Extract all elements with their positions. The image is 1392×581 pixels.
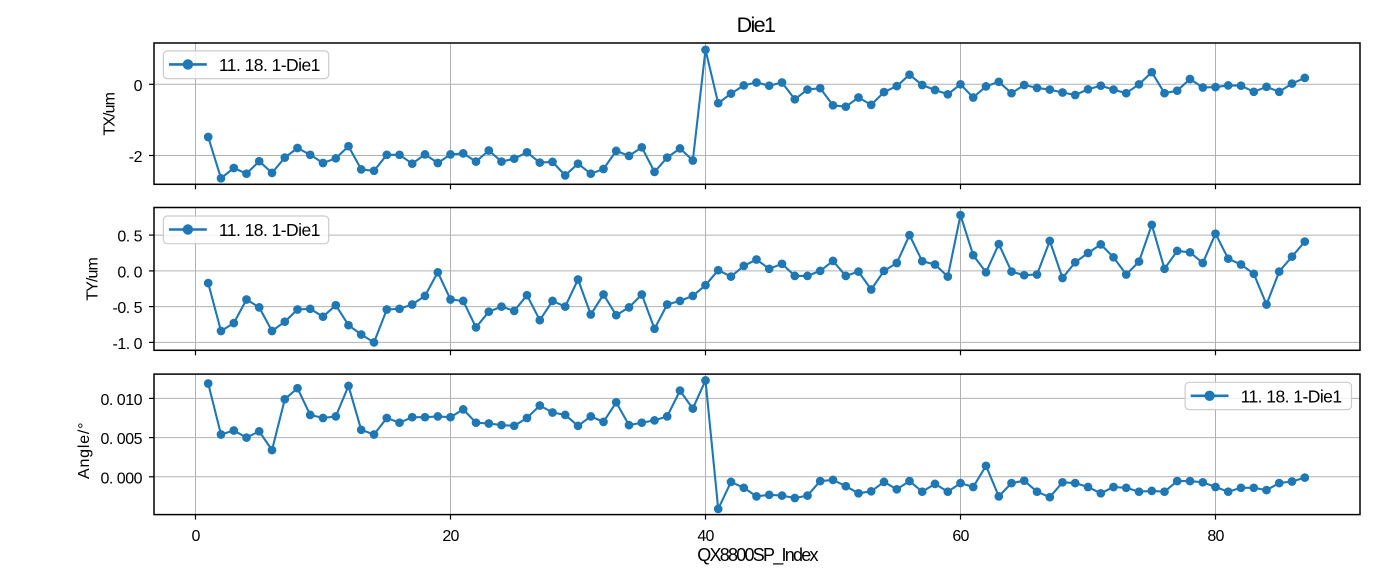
svg-text:0. 5: 0. 5: [117, 229, 142, 246]
svg-text:11. 18. 1-Die1: 11. 18. 1-Die1: [219, 220, 320, 240]
svg-text:0: 0: [191, 528, 200, 545]
svg-text:QX8800SP_Index: QX8800SP_Index: [697, 545, 818, 566]
svg-text:60: 60: [952, 528, 969, 545]
svg-text:TX/um: TX/um: [102, 92, 119, 135]
svg-text:20: 20: [442, 528, 459, 545]
svg-text:0. 000: 0. 000: [101, 470, 143, 487]
svg-text:80: 80: [1207, 528, 1224, 545]
svg-text:-2: -2: [129, 149, 143, 166]
svg-text:-1. 0: -1. 0: [112, 336, 142, 353]
svg-text:0. 005: 0. 005: [101, 431, 143, 448]
svg-text:Die1: Die1: [737, 13, 775, 37]
svg-text:TY/um: TY/um: [85, 258, 102, 301]
svg-text:-0. 5: -0. 5: [112, 300, 142, 317]
svg-text:0. 010: 0. 010: [101, 392, 143, 409]
svg-text:0. 0: 0. 0: [117, 264, 142, 281]
svg-text:40: 40: [697, 528, 714, 545]
svg-text:Angle/°: Angle/°: [76, 422, 93, 479]
svg-text:0: 0: [134, 78, 143, 95]
svg-text:11. 18. 1-Die1: 11. 18. 1-Die1: [219, 55, 320, 75]
svg-text:11. 18. 1-Die1: 11. 18. 1-Die1: [1241, 386, 1342, 406]
